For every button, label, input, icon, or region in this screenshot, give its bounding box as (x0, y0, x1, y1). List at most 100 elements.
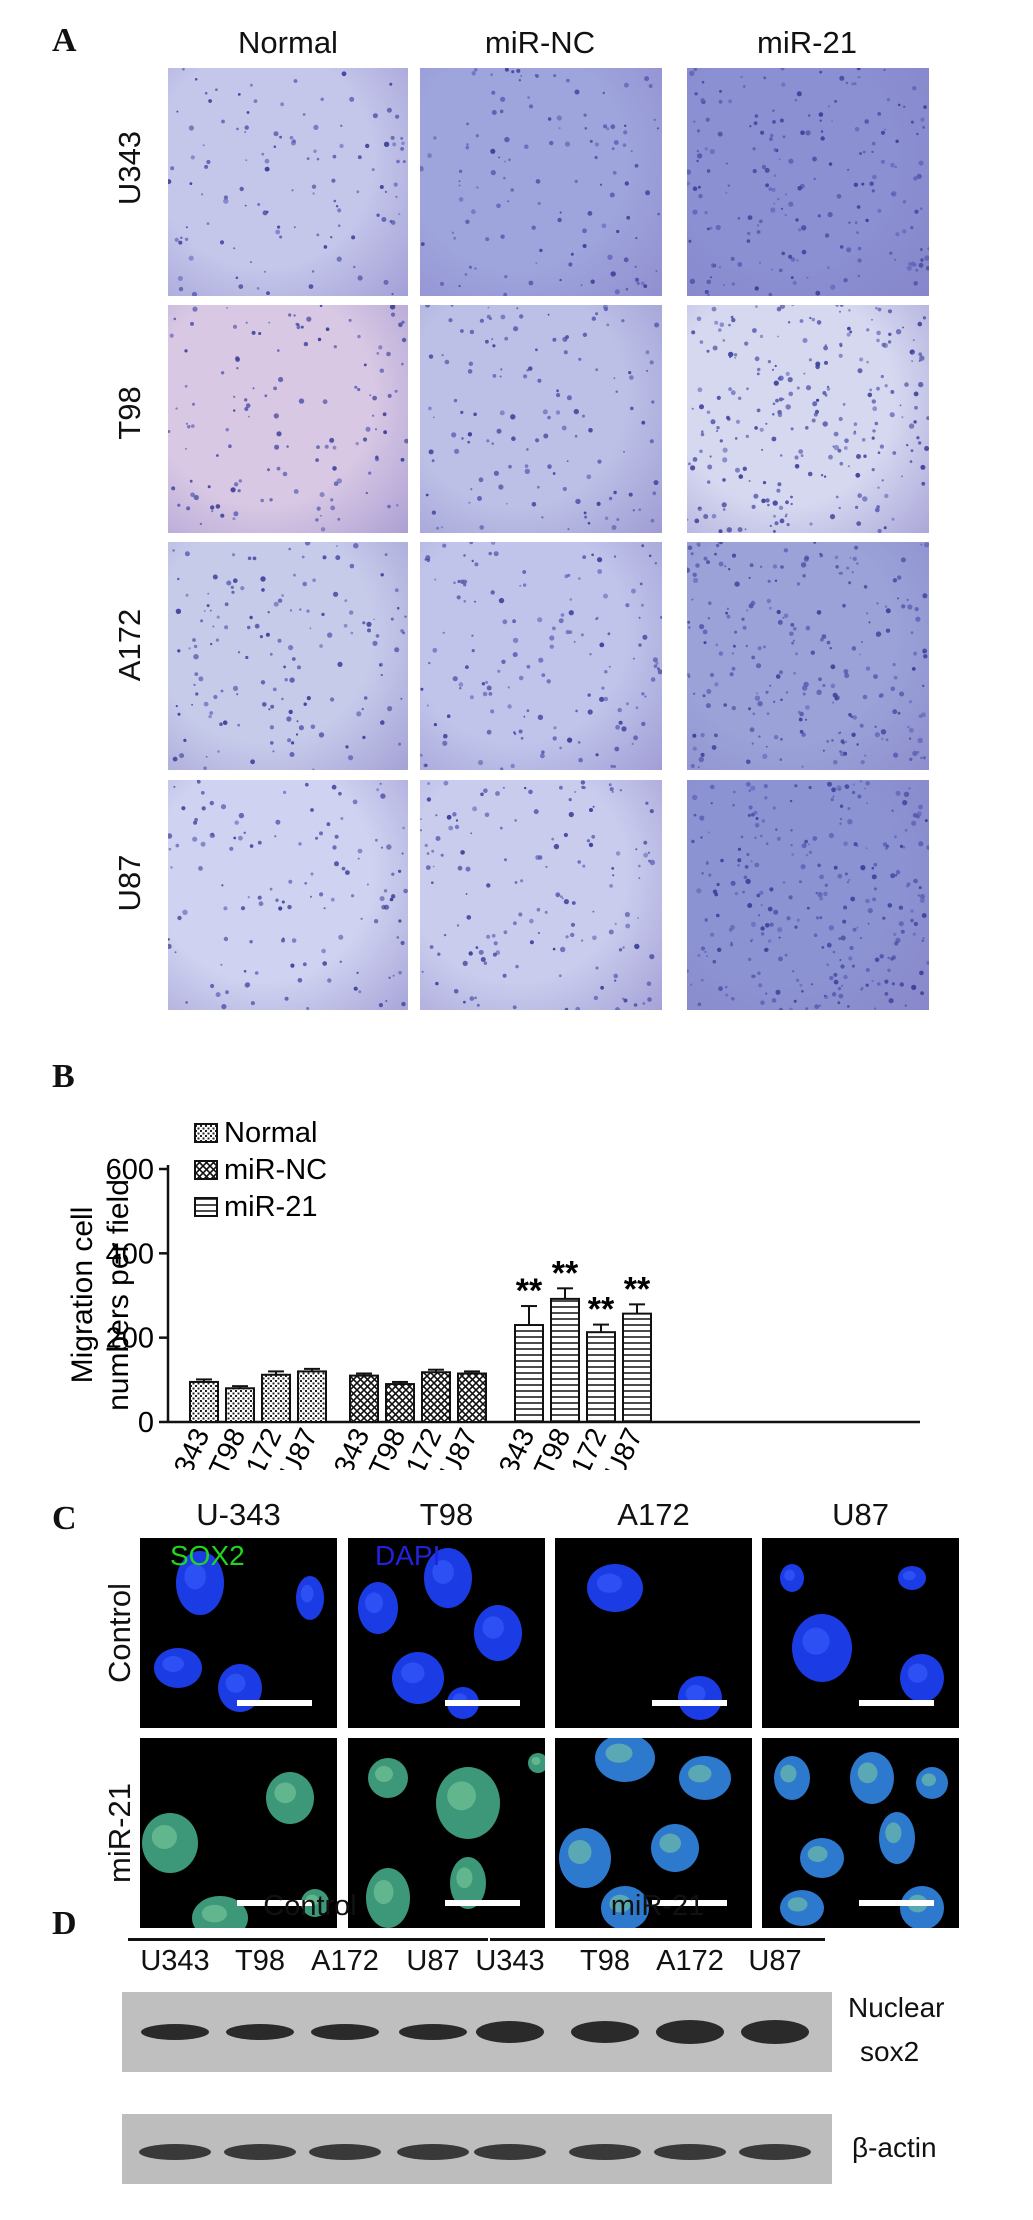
scale-bar (652, 1900, 727, 1906)
legend-swatch (194, 1160, 218, 1180)
actin-band (224, 2144, 296, 2160)
panel-c-col-label: U87 (832, 1497, 889, 1532)
micrograph-a172-normal (168, 542, 408, 770)
blot-lane-label: T98 (580, 1945, 630, 1977)
bar (385, 1383, 415, 1423)
sox2-band (476, 2021, 544, 2043)
blot-group-mir-21: miR-21 (610, 1890, 705, 1922)
y-tick-label: 0 (138, 1407, 154, 1439)
y-tick-label: 600 (106, 1154, 154, 1186)
fluorescence-image (555, 1538, 752, 1728)
blot-lane-label: A172 (656, 1945, 724, 1977)
panel-a-col-mir-nc: miR-NC (484, 25, 596, 60)
blot-group-mir-21-line (490, 1938, 825, 1941)
significance-marker: ** (552, 1254, 579, 1292)
panel-a-row-u87: U87 (112, 854, 147, 912)
actin-band (739, 2144, 811, 2160)
y-axis-label: Migration cell numbers per field (66, 1179, 135, 1411)
legend-label: miR-NC (224, 1154, 327, 1186)
panel-c-col-label: T98 (419, 1497, 474, 1532)
bar (421, 1371, 451, 1424)
blot-label-beta-actin: β-actin (852, 2132, 937, 2163)
fluorescence-image (762, 1538, 959, 1728)
bar (225, 1387, 255, 1423)
bar (514, 1324, 544, 1423)
sox2-band (226, 2024, 294, 2040)
panel-a-row-u343: U343 (112, 130, 147, 206)
actin-band (309, 2144, 381, 2160)
fluorescence-image (762, 1738, 959, 1928)
legend-swatch (194, 1123, 218, 1143)
actin-band (139, 2144, 211, 2160)
panel-c-row-label: Control (102, 1583, 137, 1683)
y-tick-label: 200 (106, 1323, 154, 1355)
micrograph-a172-mir-nc (420, 542, 662, 770)
sox2-band (399, 2024, 467, 2040)
significance-marker: ** (516, 1272, 543, 1310)
blot-label-nuclear: Nuclear (848, 1992, 945, 2023)
fluorescence-image (348, 1538, 545, 1728)
panel-a-col-mir-21: miR-21 (757, 25, 857, 60)
panel-letter-c: C (52, 1500, 77, 1537)
blot-lane-label: T98 (235, 1945, 285, 1977)
blot-label-sox2: sox2 (860, 2036, 920, 2067)
blot-lane-label: U343 (140, 1945, 210, 1977)
micrograph-u87-mir-21 (687, 780, 929, 1010)
actin-band (474, 2144, 546, 2160)
panel-a-row-t98: T98 (112, 386, 147, 440)
nuclear-sox2-blot (122, 1992, 832, 2072)
sox2-band (741, 2020, 809, 2044)
bar (297, 1370, 327, 1423)
bar (550, 1297, 580, 1423)
scale-bar (859, 1900, 934, 1906)
sox2-band (141, 2024, 209, 2040)
sox2-band (656, 2020, 724, 2044)
fluorescence-image (348, 1738, 545, 1928)
micrograph-t98-mir-21 (687, 305, 929, 533)
micrograph-u87-mir-nc (420, 780, 662, 1010)
bar (261, 1373, 291, 1424)
legend-label: miR-21 (224, 1191, 317, 1223)
scale-bar (237, 1900, 312, 1906)
panel-a-row-a172: A172 (112, 608, 147, 682)
panel-letter-b: B (52, 1058, 75, 1095)
micrograph-u343-mir-21 (687, 68, 929, 296)
actin-band (569, 2144, 641, 2160)
blot-lane-label: U87 (406, 1945, 460, 1977)
dapi-channel-label: DAPI (375, 1540, 441, 1571)
fluorescence-image (140, 1738, 337, 1928)
blot-lane-label: A172 (311, 1945, 379, 1977)
bar (586, 1331, 616, 1423)
legend-label: Normal (224, 1117, 317, 1149)
beta-actin-blot (122, 2114, 832, 2184)
micrograph-u87-normal (168, 780, 408, 1010)
sox2-channel-label: SOX2 (170, 1540, 245, 1571)
bar (622, 1312, 652, 1423)
micrograph-t98-normal (168, 305, 408, 533)
micrograph-u343-mir-nc (420, 68, 662, 296)
blot-group-control-line (128, 1938, 488, 1941)
significance-marker: ** (588, 1291, 615, 1329)
panel-c-col-label: U-343 (196, 1497, 281, 1532)
scale-bar (445, 1900, 520, 1906)
scale-bar (445, 1700, 520, 1706)
bar (189, 1380, 219, 1424)
blot-lane-label: U87 (748, 1945, 802, 1977)
scale-bar (652, 1700, 727, 1706)
significance-marker: ** (624, 1270, 651, 1308)
fluorescence-image (140, 1538, 337, 1728)
sox2-band (311, 2024, 379, 2040)
legend-swatch (194, 1197, 218, 1217)
panel-a-col-normal: Normal (238, 25, 338, 60)
scale-bar (859, 1700, 934, 1706)
micrograph-t98-mir-nc (420, 305, 662, 533)
micrograph-u343-normal (168, 68, 408, 296)
bar (349, 1374, 379, 1424)
panel-letter-a: A (52, 22, 77, 59)
blot-group-control: Control (263, 1890, 357, 1922)
actin-band (654, 2144, 726, 2160)
micrograph-a172-mir-21 (687, 542, 929, 770)
panel-letter-d: D (52, 1905, 77, 1942)
panel-c-col-label: A172 (617, 1497, 690, 1532)
